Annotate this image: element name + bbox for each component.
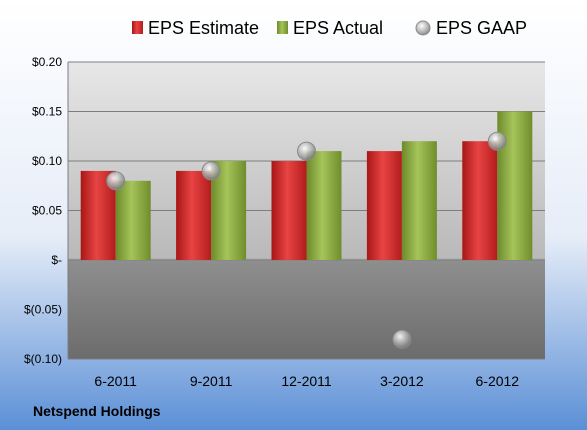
y-tick-label: $- [51,253,62,267]
y-axis-ticks: $0.20 $0.15 $0.10 $0.05 $- $(0.05) $(0.10) [24,55,62,366]
x-tick-label: 6-2012 [476,373,520,389]
x-axis-ticks: 6-2011 9-2011 12-2011 3-2012 6-2012 [94,373,519,389]
legend-label-actual: EPS Actual [293,18,383,38]
bar-eps-estimate [462,141,498,260]
point-eps-gaap [201,161,221,181]
gaap-points [106,131,507,349]
y-tick-label: $(0.05) [24,303,62,317]
point-eps-gaap [297,141,316,161]
bar-eps-estimate [271,161,307,260]
point-eps-gaap [487,131,507,151]
x-tick-label: 12-2011 [281,373,332,389]
bar-eps-actual [306,151,342,260]
bar-eps-estimate [366,151,402,260]
legend-marker-gaap [415,20,431,36]
y-tick-label: $0.05 [32,204,62,218]
bar-eps-estimate [176,170,212,260]
point-eps-gaap [392,329,412,349]
bar-eps-actual [115,180,151,260]
point-eps-gaap [106,171,126,191]
bar-eps-actual [401,141,437,260]
x-tick-label: 3-2012 [380,373,424,389]
y-tick-label: $0.15 [32,105,62,119]
x-tick-label: 9-2011 [190,373,233,389]
y-tick-label: $(0.10) [24,352,62,366]
company-label: Netspend Holdings [33,403,161,419]
y-tick-label: $0.20 [32,55,62,69]
legend-swatch-estimate [132,21,143,34]
x-tick-label: 6-2011 [94,373,137,389]
bars [80,111,533,260]
legend-label-estimate: EPS Estimate [148,18,259,38]
legend: EPS Estimate EPS Actual EPS GAAP [132,18,527,38]
y-tick-label: $0.10 [32,154,62,168]
legend-label-gaap: EPS GAAP [436,18,527,38]
legend-swatch-actual [277,21,288,34]
